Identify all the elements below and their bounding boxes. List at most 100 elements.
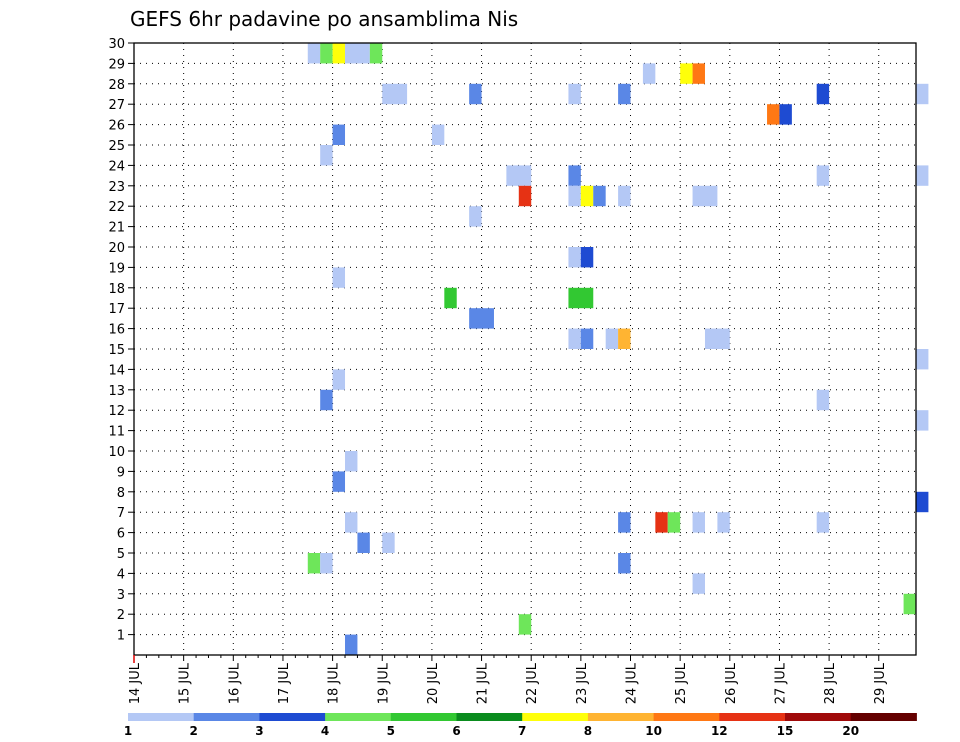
precip-cell <box>816 512 830 533</box>
precip-cell <box>568 165 581 186</box>
precip-cell <box>692 573 705 594</box>
precip-cell <box>345 634 358 655</box>
precip-cell <box>704 328 730 349</box>
grid-lines <box>134 42 916 655</box>
precip-cell <box>444 287 457 309</box>
y-tick-label: 5 <box>117 547 125 562</box>
precip-cell <box>332 471 346 492</box>
y-tick-label: 24 <box>108 159 125 174</box>
x-tick-label: 18 JUL <box>327 662 342 704</box>
y-tick-label: 8 <box>117 486 125 501</box>
y-tick-label: 4 <box>117 567 125 582</box>
precip-cell <box>506 165 532 186</box>
precip-cell <box>518 185 532 207</box>
y-tick-label: 10 <box>108 445 125 460</box>
precip-cell <box>382 532 395 553</box>
legend-label: 4 <box>321 724 329 738</box>
y-tick-label: 15 <box>108 343 125 358</box>
legend-label: 5 <box>387 724 395 738</box>
precip-cell <box>568 83 581 105</box>
y-tick-label: 1 <box>117 629 125 644</box>
precip-cell <box>357 532 370 553</box>
y-tick-label: 3 <box>117 588 125 603</box>
precip-cell <box>332 43 346 64</box>
legend-label: 6 <box>452 724 460 738</box>
y-axis: 1234567891011121314151617181920212223242… <box>108 37 134 644</box>
precip-cell <box>320 553 333 574</box>
y-tick-label: 16 <box>108 323 125 338</box>
legend-swatch <box>128 713 195 721</box>
precip-cell <box>618 328 631 349</box>
x-tick-label: 24 JUL <box>625 662 640 704</box>
legend-swatch <box>390 713 457 721</box>
precip-cell <box>593 185 606 207</box>
y-tick-label: 6 <box>117 527 125 542</box>
y-tick-label: 26 <box>108 119 125 134</box>
y-tick-label: 25 <box>108 139 125 154</box>
precip-cell <box>568 247 581 268</box>
legend-swatch <box>850 713 917 721</box>
legend-label: 7 <box>518 724 526 738</box>
legend-swatch <box>522 713 589 721</box>
legend-label: 12 <box>711 724 728 738</box>
legend-swatch <box>719 713 786 721</box>
legend-label: 3 <box>255 724 263 738</box>
x-tick-label: 21 JUL <box>476 662 491 704</box>
precip-cell <box>692 63 705 84</box>
y-tick-label: 29 <box>108 57 125 72</box>
precip-cell <box>345 451 358 472</box>
legend-swatch <box>325 713 392 721</box>
precip-cell <box>568 287 594 309</box>
precip-cell <box>307 553 321 574</box>
x-tick-label: 19 JUL <box>376 662 391 704</box>
precip-cell <box>767 104 780 125</box>
x-tick-label: 23 JUL <box>575 662 590 704</box>
precip-cells <box>307 43 929 655</box>
precip-cell <box>618 83 631 105</box>
precip-cell <box>332 267 346 288</box>
precip-cell <box>680 63 693 84</box>
precip-cell <box>568 328 581 349</box>
x-tick-label: 22 JUL <box>525 662 540 704</box>
x-tick-label: 16 JUL <box>227 662 242 704</box>
precip-cell <box>345 512 358 533</box>
precip-cell <box>307 43 321 64</box>
y-tick-label: 11 <box>108 425 125 440</box>
precip-cell <box>332 124 346 145</box>
precip-cell <box>580 185 594 207</box>
y-tick-label: 14 <box>108 363 125 378</box>
x-tick-label: 29 JUL <box>873 662 888 704</box>
y-tick-label: 22 <box>108 200 125 215</box>
y-tick-label: 13 <box>108 384 125 399</box>
legend-label: 20 <box>842 724 859 738</box>
x-tick-label: 26 JUL <box>724 662 739 704</box>
precip-cell <box>816 165 830 186</box>
precip-cell <box>369 43 383 64</box>
x-axis: 14 JUL 15 JUL 16 JUL 17 JUL 18 JUL 19 JUL 20 J… <box>128 655 888 704</box>
legend-label: 2 <box>190 724 198 738</box>
precip-cell <box>469 308 494 329</box>
legend-label: 8 <box>584 724 592 738</box>
precip-cell <box>916 410 929 431</box>
precip-cell <box>580 328 594 349</box>
y-tick-label: 17 <box>108 302 125 317</box>
y-tick-label: 9 <box>117 465 125 480</box>
chart-title: GEFS 6hr padavine po ansamblima Nis <box>130 7 518 31</box>
precip-cell <box>469 206 482 227</box>
x-tick-label: 25 JUL <box>674 662 689 704</box>
precip-cell <box>916 349 929 370</box>
y-tick-label: 19 <box>108 261 125 276</box>
legend-swatch <box>456 713 523 721</box>
precip-cell <box>568 185 581 207</box>
x-tick-label: 20 JUL <box>426 662 441 704</box>
precip-cell <box>320 43 333 64</box>
precip-cell <box>345 43 370 64</box>
x-tick-label: 27 JUL <box>773 662 788 704</box>
y-tick-label: 18 <box>108 282 125 297</box>
legend-swatch <box>259 713 326 721</box>
precip-cell <box>642 63 656 84</box>
color-legend: 1 2 3 4 5 6 7 8 10 12 15 20 <box>124 713 917 738</box>
precip-cell <box>779 104 792 125</box>
precip-cell <box>618 185 631 207</box>
y-tick-label: 28 <box>108 78 125 93</box>
